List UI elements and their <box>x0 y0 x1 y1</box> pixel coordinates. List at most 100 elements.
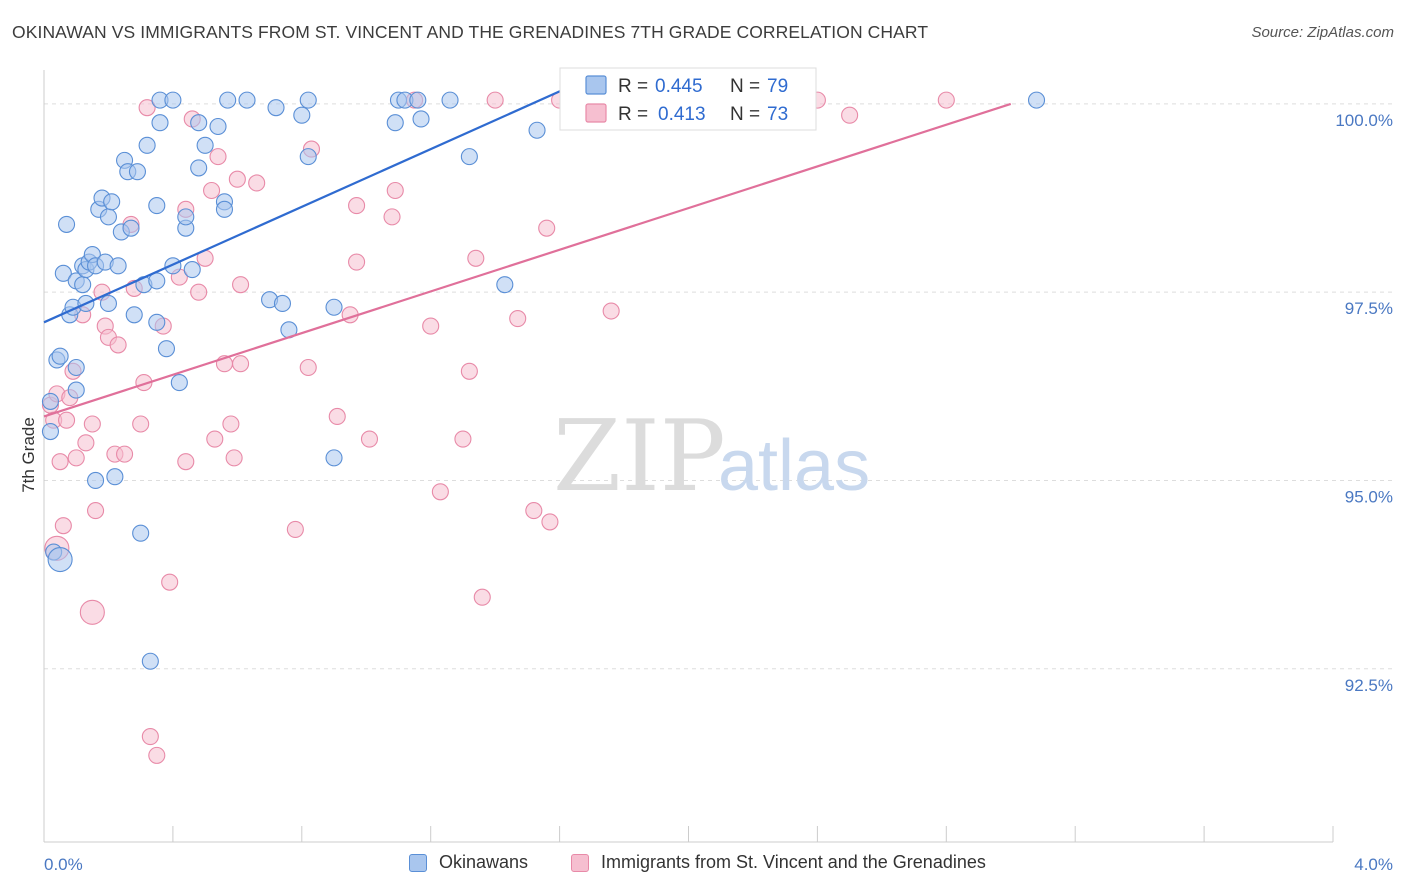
y-tick-labels: 92.5% 95.0% 97.5% 100.0% <box>1335 111 1393 695</box>
immigrant-point <box>141 728 159 746</box>
stats-n-label-pink: N = <box>730 104 760 125</box>
immigrant-point <box>67 449 85 467</box>
immigrant-point <box>148 746 166 764</box>
okinawan-point <box>299 91 317 109</box>
y-tick-label: 100.0% <box>1335 111 1393 130</box>
okinawan-point <box>157 340 176 358</box>
okinawan-point <box>67 358 85 377</box>
okinawan-point <box>164 257 182 275</box>
stats-swatch-pink <box>585 103 607 123</box>
immigrant-point <box>209 148 227 166</box>
watermark-atlas: atlas <box>718 426 870 506</box>
immigrant-point <box>54 517 72 535</box>
immigrant-point <box>348 197 366 215</box>
bottom-legend: Okinawans Immigrants from St. Vincent an… <box>0 852 1406 878</box>
immigrant-point <box>228 170 246 188</box>
legend-swatch-pink <box>571 853 589 872</box>
x-tick-label: 0.0% <box>44 855 83 874</box>
okinawan-point <box>99 294 117 313</box>
trend-lines <box>43 80 1012 418</box>
stats-legend: R = 0.445 N = 79 R = 0.413 N = 73 <box>559 67 817 131</box>
immigrant-point <box>431 483 449 501</box>
stats-n-value-pink: 73 <box>767 104 788 125</box>
immigrant-point <box>509 309 527 328</box>
immigrant-point <box>422 317 440 335</box>
series-blue-points <box>41 91 1046 670</box>
immigrant-point <box>383 208 401 226</box>
okinawan-point <box>409 91 427 109</box>
okinawan-point <box>293 106 311 124</box>
okinawan-point <box>138 136 156 154</box>
immigrant-point <box>83 415 101 433</box>
okinawan-point <box>67 381 85 399</box>
y-tick-label: 92.5% <box>1345 676 1393 695</box>
okinawan-point <box>148 313 166 331</box>
okinawan-point <box>215 200 234 218</box>
stats-r-value-pink: 0.413 <box>658 104 706 125</box>
okinawan-point <box>196 136 214 154</box>
stats-n-value-blue: 79 <box>767 76 788 97</box>
okinawan-point <box>41 422 59 441</box>
immigrant-point <box>937 91 955 109</box>
immigrant-point <box>286 520 304 538</box>
chart-source: Source: ZipAtlas.com <box>1251 24 1394 41</box>
legend-item-immigrants[interactable]: Immigrants from St. Vincent and the Gren… <box>571 852 986 873</box>
stats-r-label-pink: R = <box>618 104 648 125</box>
immigrant-point <box>841 106 859 124</box>
okinawan-point <box>219 91 237 109</box>
immigrant-point <box>177 453 195 471</box>
immigrant-point <box>51 453 69 471</box>
stats-swatch-blue <box>585 75 607 95</box>
immigrant-point <box>116 445 134 463</box>
legend-item-okinawans[interactable]: Okinawans <box>409 852 528 873</box>
okinawan-point <box>132 524 150 542</box>
immigrant-point <box>190 283 208 301</box>
immigrant-point <box>58 411 76 429</box>
okinawan-point <box>41 392 59 410</box>
okinawan-point <box>325 298 343 316</box>
okinawan-point <box>51 347 69 365</box>
stats-n-label-blue: N = <box>730 76 760 97</box>
okinawan-point <box>87 471 105 490</box>
immigrant-point <box>232 276 250 294</box>
okinawan-point <box>412 110 430 128</box>
okinawan-point <box>128 163 147 181</box>
series-pink-points <box>41 91 955 764</box>
immigrant-point <box>248 174 266 192</box>
okinawan-point <box>109 257 127 275</box>
okinawan-point <box>267 99 285 117</box>
watermark-zip: ZIP <box>553 400 726 514</box>
immigrant-point <box>328 407 346 426</box>
y-tick-label: 97.5% <box>1345 299 1393 318</box>
okinawan-point <box>496 276 514 294</box>
immigrant-point <box>348 253 366 271</box>
okinawan-point <box>106 468 124 486</box>
x-tick-labels: 0.0% 4.0% <box>44 855 1393 874</box>
okinawan-point <box>125 306 143 324</box>
x-tick-label: 4.0% <box>1354 855 1393 874</box>
okinawan-point <box>386 114 404 132</box>
immigrant-point <box>602 302 620 320</box>
okinawan-point <box>460 148 478 166</box>
y-tick-label: 95.0% <box>1345 487 1393 506</box>
axes <box>43 70 1334 843</box>
okinawan-point <box>148 197 166 215</box>
okinawan-point <box>74 276 92 294</box>
immigrant-point <box>87 502 105 520</box>
immigrant-point <box>538 219 556 237</box>
okinawan-point <box>54 264 72 282</box>
legend-label-okinawans: Okinawans <box>439 852 529 872</box>
okinawan-point <box>190 114 208 132</box>
okinawan-point <box>528 121 546 139</box>
okinawan-point <box>103 193 121 211</box>
okinawan-point <box>164 91 182 109</box>
immigrant-point <box>486 91 504 109</box>
okinawan-point <box>58 215 76 233</box>
immigrant-point <box>460 362 478 380</box>
immigrant-point <box>299 358 317 377</box>
immigrant-point <box>360 430 379 448</box>
trend-line-immigrants <box>43 102 1012 418</box>
okinawan-point <box>151 114 169 132</box>
okinawan-point <box>238 91 256 109</box>
y-axis-label: 7th Grade <box>19 417 38 493</box>
